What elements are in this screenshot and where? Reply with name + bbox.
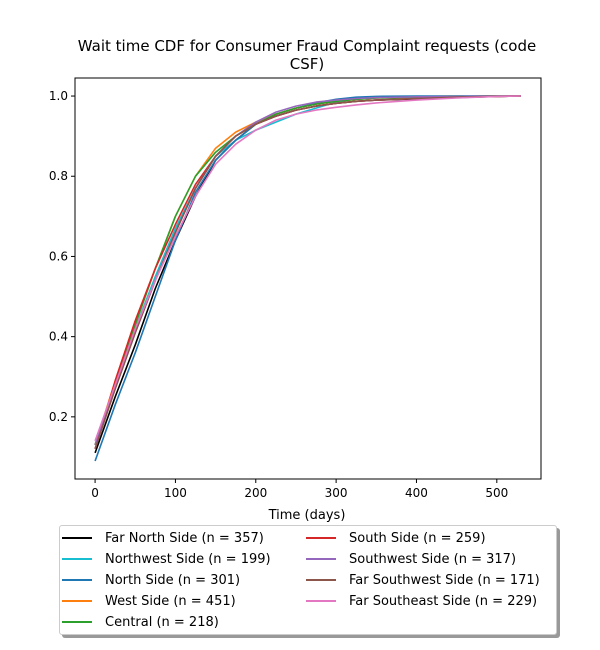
legend-label: Far Southeast Side (n = 229) — [349, 593, 538, 609]
legend-label: Far Southwest Side (n = 171) — [349, 572, 540, 588]
legend-swatch — [62, 537, 92, 539]
legend-label: Northwest Side (n = 199) — [105, 551, 271, 567]
x-tick-label-1: 100 — [164, 486, 187, 500]
legend-item: South Side (n = 259) — [306, 528, 486, 548]
y-tick-label-1: 0.4 — [49, 330, 68, 344]
legend-label: Central (n = 218) — [105, 614, 219, 630]
legend-item: Far Southwest Side (n = 171) — [306, 570, 540, 590]
legend-item: Northwest Side (n = 199) — [62, 549, 271, 569]
y-tick-label-0: 0.2 — [49, 410, 68, 424]
legend-swatch — [62, 600, 92, 602]
x-tick-label-5: 500 — [485, 486, 508, 500]
legend-label: South Side (n = 259) — [349, 530, 486, 546]
x-tick-label-4: 400 — [405, 486, 428, 500]
chart-title-line-1: Wait time CDF for Consumer Fraud Complai… — [77, 37, 537, 55]
series-line-8 — [94, 95, 521, 442]
legend-label: Far North Side (n = 357) — [105, 530, 264, 546]
series-layer — [94, 95, 521, 462]
legend-item: Far North Side (n = 357) — [62, 528, 264, 548]
x-tick-label-0: 0 — [91, 486, 99, 500]
y-tick-label-2: 0.6 — [49, 249, 68, 263]
legend-item: Central (n = 218) — [62, 612, 219, 632]
legend-swatch — [306, 537, 336, 539]
legend-swatch — [62, 621, 92, 623]
legend-swatch — [306, 558, 336, 560]
chart-legend: Far North Side (n = 357) Northwest Side (… — [59, 525, 557, 635]
legend-label: Southwest Side (n = 317) — [349, 551, 517, 567]
legend-item: West Side (n = 451) — [62, 591, 236, 611]
legend-label: North Side (n = 301) — [105, 572, 241, 588]
legend-swatch — [62, 579, 92, 581]
legend-swatch — [306, 600, 336, 602]
x-tick-label-3: 300 — [325, 486, 348, 500]
x-tick-label-2: 200 — [244, 486, 267, 500]
legend-item: Far Southeast Side (n = 229) — [306, 591, 537, 611]
legend-item: Southwest Side (n = 317) — [306, 549, 516, 569]
legend-swatch — [62, 558, 92, 560]
chart-title-line-2: CSF) — [289, 55, 325, 73]
legend-item: North Side (n = 301) — [62, 570, 240, 590]
y-tick-label-4: 1.0 — [49, 89, 68, 103]
chart-canvas: 0 100 200 300 400 500 0.2 0.4 0.6 0.8 1.0 Time (da… — [49, 77, 542, 523]
legend-label: West Side (n = 451) — [105, 593, 236, 609]
y-tick-label-3: 0.8 — [49, 169, 68, 183]
legend-swatch — [306, 579, 336, 581]
axis-layer: 0 100 200 300 400 500 0.2 0.4 0.6 0.8 1.0 — [49, 77, 542, 500]
x-axis-label: Time (days) — [268, 508, 346, 523]
plot-frame — [74, 77, 542, 480]
series-line-0 — [94, 95, 521, 454]
